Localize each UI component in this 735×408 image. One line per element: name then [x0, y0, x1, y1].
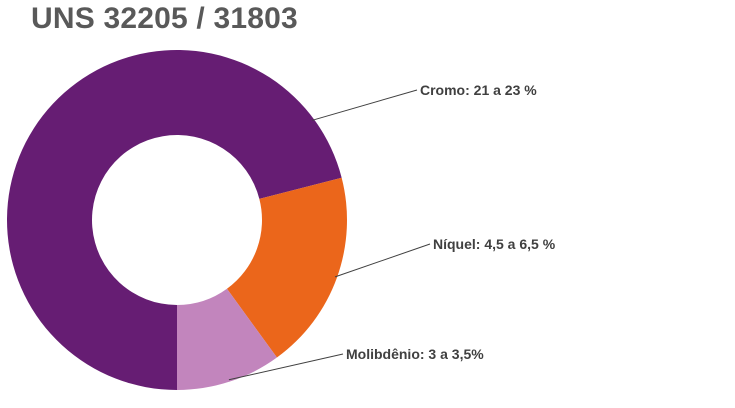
donut-slices: [7, 50, 347, 391]
leader-line: [228, 353, 344, 381]
leader-lines: [228, 89, 431, 381]
donut-slice: [177, 288, 277, 390]
slice-label: Cromo: 21 a 23 %: [420, 82, 537, 98]
donut-slice: [7, 50, 342, 391]
leader-line: [334, 243, 431, 278]
slice-label: Níquel: 4,5 a 6,5 %: [433, 236, 556, 252]
donut-slice: [226, 177, 347, 358]
slice-label: Molibdênio: 3 a 3,5%: [346, 346, 484, 362]
slice-labels: Cromo: 21 a 23 % Níquel: 4,5 a 6,5 % Molib…: [346, 82, 556, 362]
chart-title: UNS 32205 / 31803: [31, 2, 298, 35]
leader-line: [312, 89, 418, 121]
